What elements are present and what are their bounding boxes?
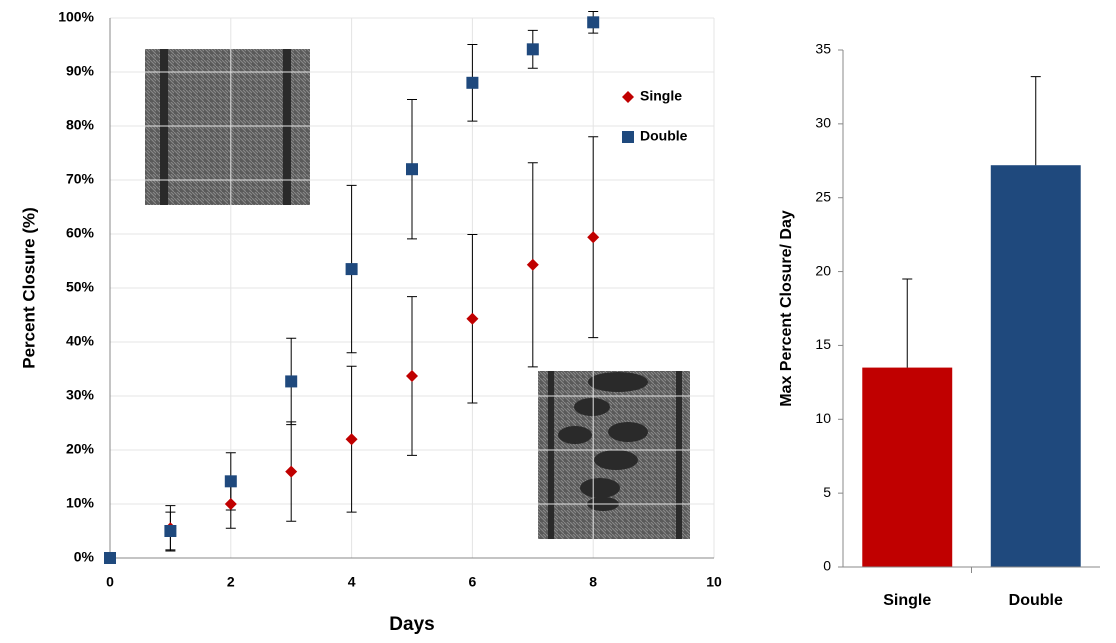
marker	[164, 525, 177, 537]
y-tick-label: 5	[823, 484, 831, 500]
legend-marker	[622, 131, 634, 143]
y-axis-label: Percent Closure (%)	[19, 207, 38, 369]
x-tick-label: 4	[348, 574, 356, 590]
inset-image-top	[145, 49, 310, 205]
y-tick-label: 35	[815, 41, 831, 57]
x-tick-label: 10	[706, 574, 722, 590]
legend-label: Single	[640, 88, 682, 104]
marker	[345, 433, 358, 446]
y-tick-label: 30%	[66, 387, 95, 403]
error-bar	[1030, 76, 1041, 166]
error-bar	[902, 278, 913, 368]
y-tick-label: 40%	[66, 333, 95, 349]
legend-label: Double	[640, 128, 688, 144]
y-axis-label: Max Percent Closure/ Day	[778, 210, 795, 407]
bar	[990, 165, 1081, 567]
marker	[406, 370, 418, 383]
y-tick-label: 10	[815, 410, 831, 426]
y-tick-label: 20	[815, 262, 831, 278]
inset-image-bottom	[538, 371, 690, 539]
x-tick-label: 8	[589, 574, 597, 590]
y-tick-label: 0	[823, 558, 831, 574]
legend-marker	[622, 91, 634, 103]
y-tick-label: 50%	[66, 279, 95, 295]
marker	[526, 43, 539, 56]
x-tick-label: 6	[469, 574, 477, 590]
bar	[862, 367, 953, 567]
x-tick-label: Double	[1009, 592, 1063, 609]
y-tick-label: 20%	[66, 441, 95, 457]
y-tick-label: 60%	[66, 225, 95, 241]
marker	[587, 16, 600, 29]
marker	[224, 475, 237, 488]
x-tick-label: 2	[227, 574, 235, 590]
x-tick-label: Single	[883, 592, 931, 609]
y-tick-label: 70%	[66, 171, 95, 187]
y-tick-label: 80%	[66, 117, 95, 133]
marker	[224, 498, 237, 510]
marker	[285, 375, 298, 388]
marker	[526, 258, 539, 271]
marker	[285, 465, 298, 478]
y-tick-label: 30	[815, 115, 831, 131]
x-tick-label: 0	[106, 574, 114, 590]
marker	[345, 263, 358, 276]
marker	[104, 552, 116, 564]
x-axis-label: Days	[389, 614, 434, 635]
marker	[466, 76, 479, 89]
y-tick-label: 100%	[58, 9, 94, 25]
marker	[466, 312, 479, 325]
y-tick-label: 15	[815, 336, 831, 352]
y-tick-label: 25	[815, 188, 831, 204]
y-tick-label: 0%	[74, 549, 95, 565]
marker	[587, 231, 600, 244]
y-tick-label: 10%	[66, 495, 95, 511]
marker	[406, 163, 418, 176]
y-tick-label: 90%	[66, 63, 95, 79]
